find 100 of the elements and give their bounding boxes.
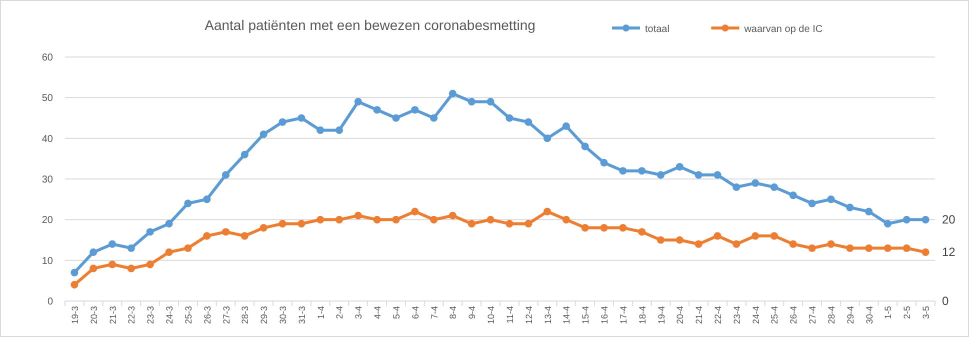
- point: [524, 118, 532, 126]
- point: [468, 98, 476, 106]
- point: [732, 240, 740, 248]
- point: [298, 114, 306, 122]
- point: [165, 220, 173, 228]
- point: [354, 212, 362, 220]
- point: [260, 130, 268, 138]
- point: [260, 224, 268, 232]
- x-tick-label: 24-4: [750, 306, 761, 324]
- x-tick-label: 30-3: [278, 306, 288, 324]
- point: [694, 171, 702, 179]
- x-tick-label: 26-3: [202, 306, 212, 324]
- x-tick-label: 26-4: [788, 306, 799, 324]
- point: [884, 220, 892, 228]
- x-tick-label: 3-4: [354, 306, 364, 320]
- x-tick-label: 21-4: [694, 306, 704, 324]
- y-tick-label: 50: [42, 93, 54, 104]
- point: [543, 134, 552, 142]
- x-tick-label: 5-4: [391, 306, 402, 320]
- x-tick-label: 29-3: [259, 306, 270, 324]
- x-tick-label: 20-3: [88, 306, 99, 324]
- x-tick-label: 27-3: [221, 306, 232, 324]
- point: [316, 126, 324, 134]
- point: [222, 171, 230, 179]
- x-tick-label: 28-3: [240, 306, 250, 324]
- point: [411, 208, 419, 216]
- x-tick-label: 7-4: [429, 306, 440, 320]
- point: [789, 240, 797, 248]
- point: [827, 240, 835, 248]
- point: [448, 212, 457, 220]
- point: [90, 248, 98, 256]
- point: [902, 244, 910, 252]
- x-tick-label: 22-4: [713, 306, 723, 324]
- point: [752, 179, 760, 187]
- point: [676, 236, 684, 244]
- x-tick-label: 2-4: [334, 306, 345, 320]
- point: [619, 167, 627, 175]
- point: [203, 196, 211, 204]
- point: [600, 158, 608, 167]
- point: [808, 200, 816, 208]
- point: [902, 216, 910, 224]
- point: [240, 232, 248, 240]
- point: [600, 224, 608, 232]
- x-tick-label: 4-4: [372, 306, 383, 320]
- x-tick-label: 15-4: [580, 306, 591, 324]
- point: [486, 98, 494, 106]
- point: [354, 98, 362, 106]
- y2-tick-label: 20: [942, 212, 956, 227]
- x-tick-label: 23-4: [732, 306, 742, 324]
- x-tick-label: 8-4: [448, 306, 458, 320]
- y-tick-label: 0: [47, 296, 54, 308]
- y2-tick-label: 0: [942, 294, 949, 308]
- point: [656, 236, 665, 244]
- point: [392, 114, 400, 122]
- point: [127, 244, 135, 252]
- point: [524, 220, 532, 228]
- point: [827, 196, 835, 204]
- legend-label: totaal: [645, 24, 670, 35]
- point: [752, 232, 760, 240]
- x-tick-label: 11-4: [504, 306, 515, 324]
- point: [770, 232, 778, 240]
- x-tick-label: 29-4: [845, 306, 856, 324]
- y-tick-label: 10: [42, 256, 54, 267]
- point: [278, 220, 286, 228]
- point: [865, 244, 873, 252]
- point: [335, 216, 344, 224]
- point: [298, 220, 306, 228]
- point: [846, 204, 854, 212]
- point: [90, 264, 98, 272]
- point: [468, 220, 476, 228]
- point: [922, 248, 930, 256]
- point: [714, 171, 722, 179]
- point: [581, 224, 589, 232]
- point: [865, 208, 873, 216]
- point: [770, 183, 778, 191]
- point: [808, 244, 816, 252]
- x-tick-label: 6-4: [410, 306, 420, 320]
- point: [222, 228, 230, 236]
- point: [146, 228, 154, 236]
- x-tick-label: 16-4: [600, 306, 610, 324]
- point: [127, 264, 135, 272]
- legend-label: waarvan op de IC: [743, 24, 823, 35]
- point: [714, 232, 722, 240]
- x-tick-label: 13-4: [542, 306, 553, 324]
- x-tick-label: 14-4: [562, 306, 572, 324]
- x-tick-label: 1-5: [883, 306, 894, 320]
- point: [165, 248, 173, 256]
- point: [278, 118, 286, 126]
- chart-title: Aantal patiënten met een bewezen coronabesmetting: [204, 17, 536, 33]
- point: [732, 183, 740, 191]
- point: [184, 244, 192, 252]
- x-tick-label: 19-4: [656, 306, 666, 324]
- point: [373, 216, 381, 224]
- x-tick-label: 21-3: [108, 306, 118, 324]
- x-tick-label: 25-4: [770, 306, 780, 324]
- point: [411, 106, 419, 114]
- point: [846, 244, 854, 252]
- point: [884, 244, 892, 252]
- point: [70, 280, 78, 289]
- point: [108, 260, 116, 268]
